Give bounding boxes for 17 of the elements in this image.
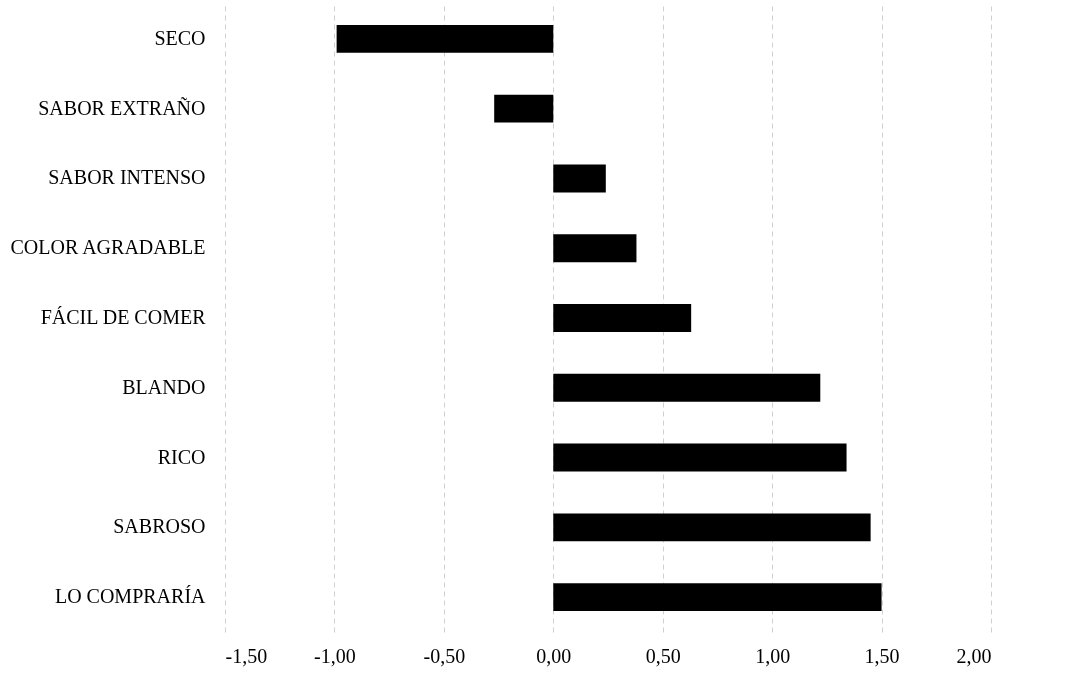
- y-tick-label: BLANDO: [122, 375, 206, 398]
- x-tick-label: 2,00: [956, 644, 992, 667]
- x-tick-label: 0,50: [645, 644, 681, 667]
- y-tick-label: LO COMPRARÍA: [54, 585, 207, 608]
- x-tick-label: 1,00: [755, 644, 791, 667]
- y-tick-label: SECO: [154, 26, 206, 49]
- y-tick-label: COLOR AGRADABLE: [10, 236, 206, 259]
- x-tick-label: 1,50: [864, 644, 900, 667]
- x-tick-label: 0,00: [536, 644, 572, 667]
- y-tick-label: SABOR EXTRAÑO: [38, 95, 206, 119]
- x-tick-label: -1,50: [225, 644, 268, 667]
- y-tick-label: FÁCIL DE COMER: [40, 306, 207, 328]
- y-tick-label: SABROSO: [113, 515, 206, 538]
- y-tick-label: RICO: [157, 445, 206, 468]
- x-tick-label: -1,00: [314, 644, 356, 667]
- x-tick-label: -0,50: [423, 644, 466, 667]
- y-tick-label: SABOR INTENSO: [48, 166, 206, 189]
